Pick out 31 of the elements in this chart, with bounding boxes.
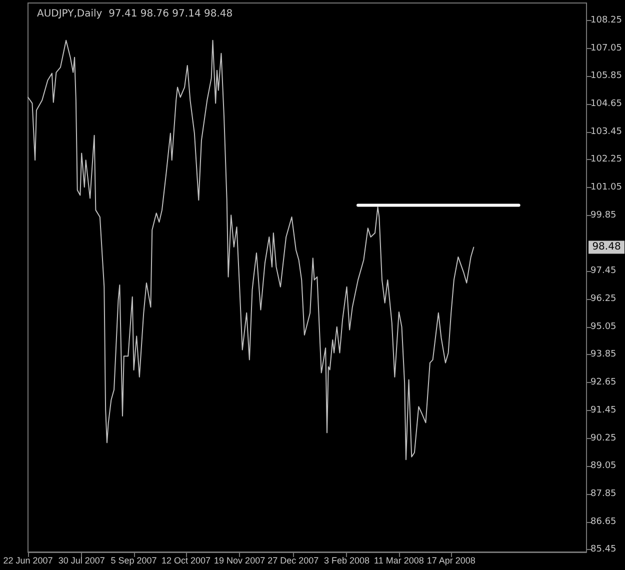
text: AUDJPY,Daily 97.41 98.76 97.14 98.48 [37,8,233,20]
y-tick-label: 91.45 [590,405,616,416]
x-tick-label: 22 Jun 2007 [3,556,53,566]
x-tick-label: 17 Apr 2008 [426,556,476,566]
y-tick-label: 90.25 [590,433,616,444]
y-tick-label: 85.45 [590,544,616,555]
y-tick-label: 95.05 [590,322,616,332]
y-tick-label: 103.45 [590,126,622,137]
x-tick-label: 19 Nov 2007 [214,556,266,566]
y-tick-label: 86.65 [590,516,616,527]
y-tick-label: 107.05 [590,43,622,54]
y-tick-label: 89.05 [590,461,616,472]
y-tick-label: 92.65 [590,378,616,388]
y-tick-label: 108.25 [590,15,622,26]
y-tick-label: 105.85 [590,71,622,82]
y-tick-label: 87.85 [590,488,616,499]
y-tick-label: 96.25 [590,294,616,304]
x-tick-label: 30 Jul 2007 [58,556,105,566]
y-tick-label: 93.85 [590,350,616,360]
y-tick-label: 101.05 [590,182,622,193]
y-tick-label: 104.65 [590,98,622,109]
annotation: 98.48 [592,242,621,253]
line-series [28,40,474,460]
x-tick-label: 5 Sep 2007 [110,556,157,566]
x-tick-label: 11 Mar 2008 [374,556,424,566]
y-tick-label: 97.45 [590,266,616,276]
y-tick-label: 102.25 [590,154,622,165]
x-tick-label: 12 Oct 2007 [161,556,210,566]
x-tick-label: 3 Feb 2008 [324,556,370,566]
x-tick-label: 27 Dec 2007 [268,556,319,566]
y-tick-label: 99.85 [590,210,616,220]
